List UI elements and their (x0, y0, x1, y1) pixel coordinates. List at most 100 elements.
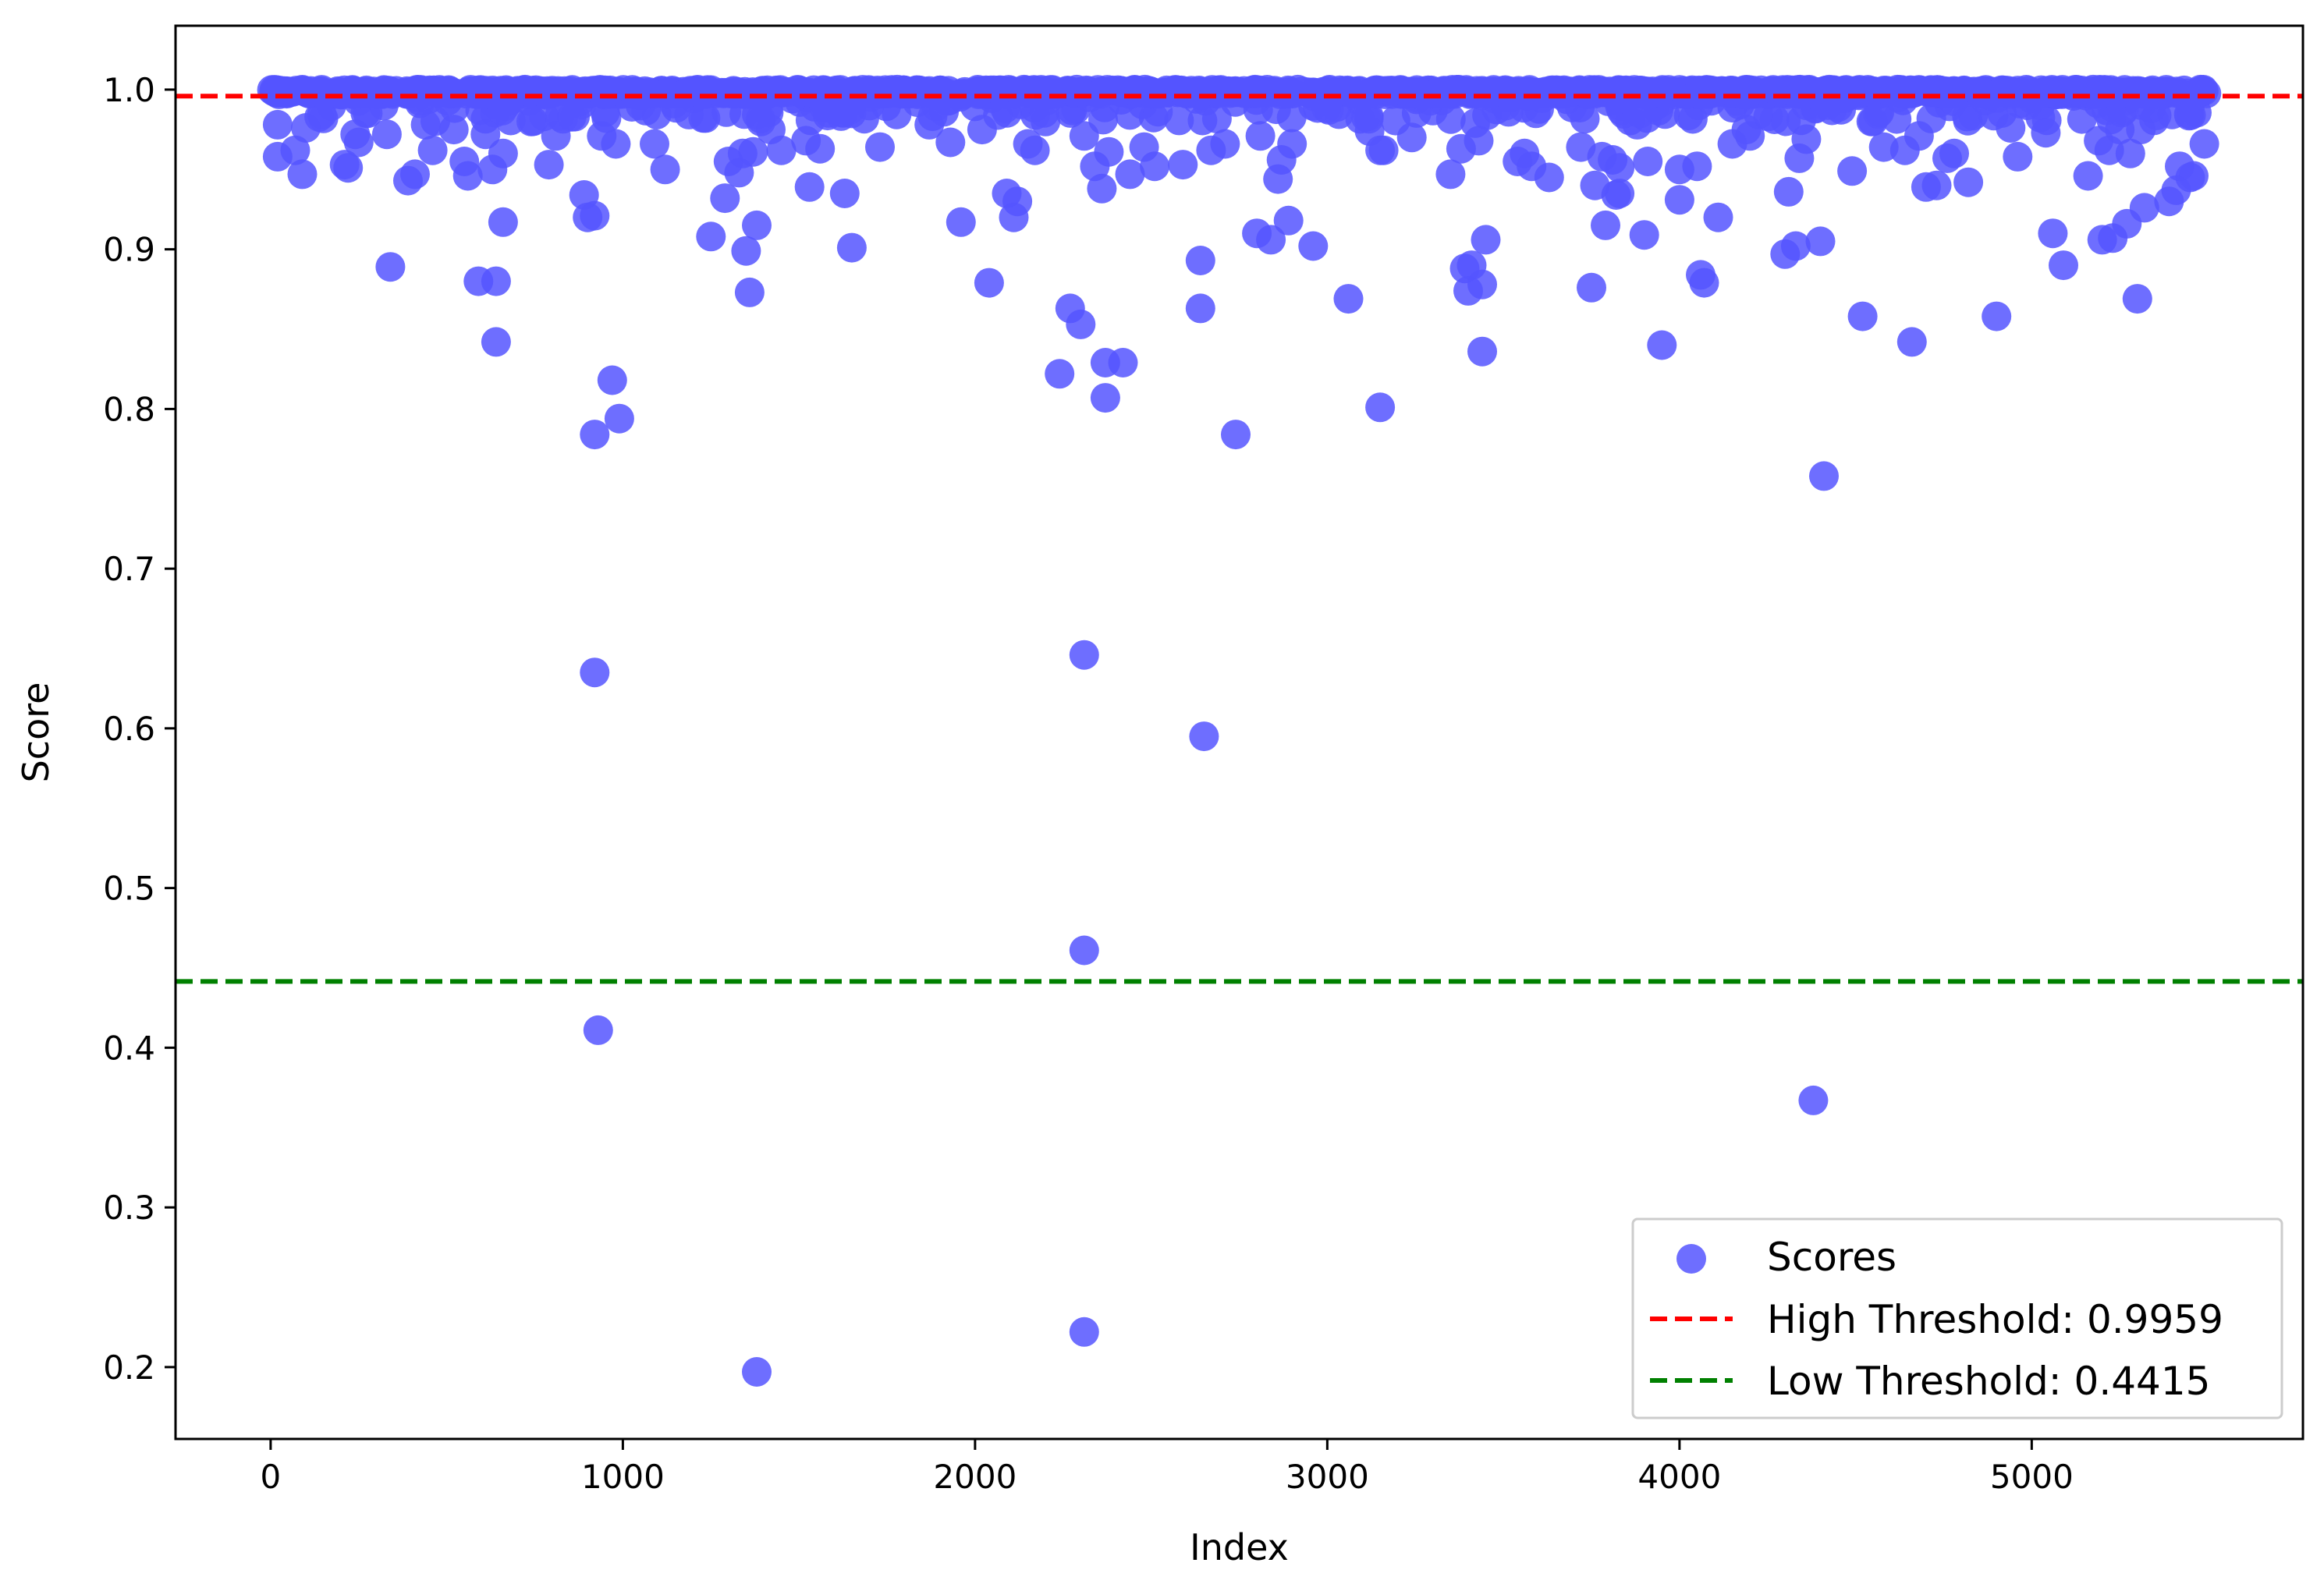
scatter-point (1591, 210, 1620, 240)
scatter-point (1223, 77, 1254, 107)
scatter-point (1115, 159, 1145, 190)
scatter-point (1221, 420, 1251, 450)
scatter-point (1896, 327, 1927, 357)
scatter-point (343, 127, 374, 158)
scatter-point (1605, 153, 1635, 183)
threshold-lines (176, 94, 2303, 984)
scatter-point (287, 159, 318, 190)
scatter-point (1805, 226, 1836, 257)
scatter-point (2129, 193, 2159, 223)
scatter-point (1689, 268, 1719, 298)
scatter-point (1467, 269, 1497, 299)
scatter-point (967, 115, 997, 145)
scatter-point (516, 106, 546, 136)
scatter-point (2115, 138, 2145, 168)
scatter-point (650, 154, 680, 185)
scatter-point (1138, 102, 1169, 133)
scatter-point (1735, 121, 1765, 151)
scatter-point (400, 159, 430, 190)
scatter-point (1069, 935, 1099, 966)
scatter-point (378, 77, 408, 108)
scatter-point (731, 236, 761, 266)
scatter-point (640, 129, 669, 159)
scatter-point (1185, 246, 1215, 275)
scatter-point (1087, 173, 1117, 204)
x-axis-label: Index (1190, 1526, 1289, 1568)
scatter-point (2085, 78, 2116, 108)
x-tick-label: 2000 (933, 1458, 1017, 1496)
scatter-point (333, 153, 364, 183)
scatter-point (1210, 129, 1240, 159)
scatter-point (1189, 721, 1219, 752)
scatter-point (1965, 79, 1996, 108)
scatter-point (1939, 138, 1969, 168)
x-tick-label: 5000 (1990, 1458, 2074, 1496)
scatter-point (1245, 121, 1276, 151)
scatter-point (1953, 167, 1984, 197)
scatter-point (2179, 161, 2209, 191)
scatter-point (738, 136, 768, 167)
scatter-point (1633, 147, 1663, 176)
scatter-point (601, 129, 631, 159)
scatter-point (879, 77, 910, 108)
scatter-point (1647, 330, 1677, 360)
scatter-point (2049, 250, 2078, 281)
scatter-point (1365, 392, 1396, 423)
scatter-point (2073, 161, 2103, 191)
scatter-point (1682, 151, 1712, 182)
scatter-point (604, 403, 634, 434)
scatter-point (1488, 76, 1518, 106)
y-tick-label: 1.0 (103, 71, 155, 109)
scatter-point (1319, 78, 1350, 108)
scatter-point (488, 207, 518, 237)
x-tick-label: 1000 (581, 1458, 665, 1496)
scatter-point (768, 76, 798, 107)
scatter-point (1847, 301, 1878, 331)
scatter-point (583, 1015, 613, 1045)
scatter-point (481, 266, 511, 296)
scatter-point (946, 207, 976, 237)
scatter-point (1798, 1085, 1829, 1115)
scatter-point (1045, 359, 1075, 389)
scatter-point (1982, 301, 2012, 331)
scatter-point (766, 135, 797, 165)
scatter-point (2122, 284, 2152, 314)
scatter-point (1622, 109, 1652, 140)
scatter-point (541, 121, 571, 151)
scatter-point (1256, 225, 1286, 255)
scatter-point (1333, 284, 1364, 314)
scatter-point (1276, 102, 1307, 133)
scatter-point (1952, 101, 1982, 132)
y-tick-label: 0.8 (103, 390, 155, 428)
scatter-point (452, 161, 483, 191)
scatter-point (1773, 176, 1804, 207)
scatter-point (1629, 220, 1659, 250)
scatter-point (984, 75, 1014, 105)
scatter-point (1277, 129, 1307, 159)
scatter-point (836, 232, 867, 263)
scatter-point (742, 210, 772, 240)
scatter-point (1274, 76, 1304, 107)
scatter-point (1806, 81, 1836, 112)
scatter-point (734, 277, 765, 307)
scatter-point (1168, 150, 1198, 180)
scatter-point (1368, 135, 1399, 165)
y-tick-label: 0.2 (103, 1348, 155, 1387)
scatter-point (992, 97, 1022, 128)
scatter-point (1108, 348, 1138, 377)
scatter-point (1837, 156, 1868, 186)
scatter-point (1809, 461, 1839, 491)
scatter-point (481, 327, 511, 357)
scatter-point (1435, 159, 1466, 190)
plot-frame (174, 24, 2304, 1441)
x-tick-label: 0 (261, 1458, 282, 1496)
x-tick-label: 3000 (1286, 1458, 1369, 1496)
scatter-point (1703, 202, 1733, 232)
scatter-point (1771, 106, 1801, 136)
legend-label-scores: Scores (1767, 1235, 1896, 1280)
y-tick-label: 0.7 (103, 550, 155, 588)
scatter-point (580, 200, 610, 231)
scatter-point (829, 179, 860, 208)
scatter-point (805, 133, 836, 164)
